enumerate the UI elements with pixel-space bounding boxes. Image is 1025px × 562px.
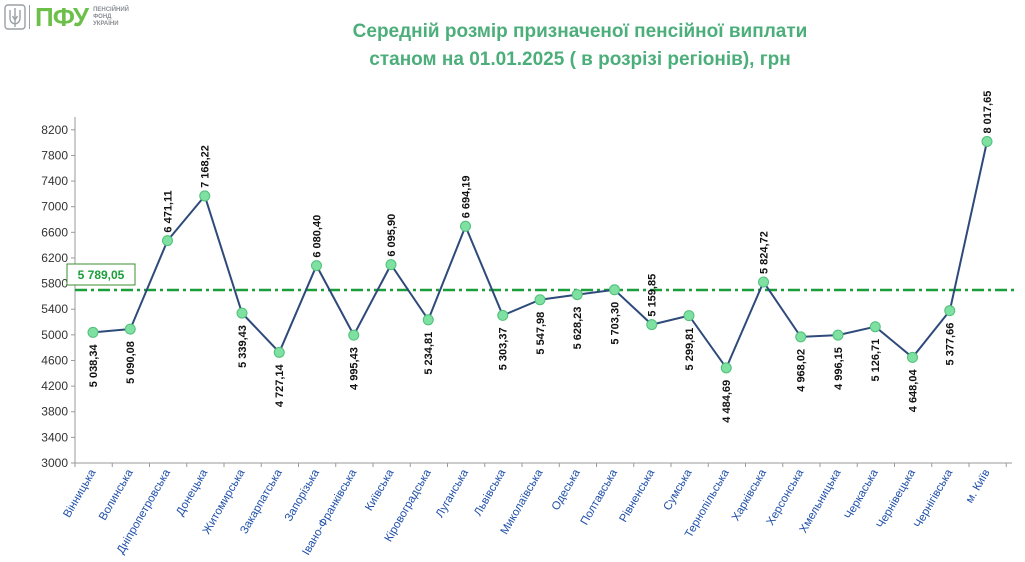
data-label: 5 703,30 <box>610 302 622 345</box>
y-tick-label: 7000 <box>41 200 68 214</box>
data-label: 4 648,04 <box>908 369 920 413</box>
x-tick-label: Київська <box>363 467 397 513</box>
x-tick-label: Сумська <box>662 467 695 513</box>
data-point <box>311 260 322 272</box>
x-tick-label: Чернівецька <box>875 467 919 531</box>
data-point <box>460 220 471 232</box>
y-tick-label: 5800 <box>41 277 68 291</box>
chart-title-line-2: станом на 01.01.2025 ( в розрізі регіоні… <box>369 49 791 70</box>
chart-title-line-1: Середній розмір призначеної пенсійної ви… <box>352 21 808 42</box>
data-label: 5 628,23 <box>572 307 584 350</box>
data-point <box>720 362 732 374</box>
data-point <box>199 190 211 202</box>
logo-subtitle-line: ПЕНСІЙНИЙ <box>93 6 129 13</box>
data-label: 6 471,11 <box>163 190 175 232</box>
data-point <box>646 319 658 331</box>
data-label: 6 694,19 <box>461 175 473 218</box>
logo-subtitle: ПЕНСІЙНИЙ ФОНД УКРАЇНИ <box>93 7 129 28</box>
data-label: 4 727,14 <box>274 363 286 407</box>
x-tick-label: Полтавська <box>579 467 621 527</box>
data-label: 5 090,08 <box>125 341 137 384</box>
data-label: 6 080,40 <box>312 215 324 258</box>
data-label: 4 484,69 <box>721 380 733 423</box>
x-tick-label: Луганська <box>434 467 471 520</box>
average-label: 5 789,05 <box>78 268 125 282</box>
data-point <box>869 321 881 333</box>
data-label: 5 234,81 <box>423 332 435 375</box>
data-point <box>832 329 844 341</box>
data-point <box>273 346 285 358</box>
x-tick-label: Херсонська <box>765 467 807 528</box>
x-tick-label: Львівська <box>472 467 508 518</box>
y-tick-label: 8200 <box>41 123 68 137</box>
x-tick-label: Харківська <box>730 467 769 523</box>
data-label: 4 968,02 <box>796 349 808 392</box>
data-point <box>497 309 509 321</box>
y-tick-label: 5400 <box>41 302 68 316</box>
data-point <box>758 276 769 288</box>
logo-subtitle-line: УКРАЇНИ <box>93 20 119 27</box>
data-label: 4 995,43 <box>349 347 361 390</box>
data-point <box>981 135 993 147</box>
x-tick-label: Чернігівська <box>912 467 955 530</box>
data-point <box>683 310 695 322</box>
data-point <box>236 307 248 319</box>
y-tick-label: 3000 <box>41 456 68 470</box>
data-label: 4 996,15 <box>833 347 845 390</box>
x-tick-label: Черкаська <box>843 467 881 522</box>
x-tick-label: Вінницька <box>61 467 98 520</box>
y-tick-label: 5000 <box>41 328 68 342</box>
logo: ПФУ ПЕНСІЙНИЙ ФОНД УКРАЇНИ <box>4 4 129 30</box>
x-tick-label: Донецька <box>174 467 210 518</box>
x-tick-label: Рівненська <box>618 467 658 524</box>
y-tick-label: 4600 <box>41 353 68 367</box>
data-label: 7 168,22 <box>200 145 212 188</box>
data-label: 5 303,37 <box>498 327 510 370</box>
average-label-box <box>66 263 136 286</box>
data-point <box>571 289 583 301</box>
data-label: 5 126,71 <box>870 339 882 382</box>
data-label: 5 159,85 <box>647 274 659 317</box>
data-point <box>422 314 434 326</box>
x-tick-label: м. Київ <box>964 468 993 506</box>
data-label: 5 547,98 <box>535 312 547 355</box>
data-point <box>609 284 620 296</box>
data-label: 6 095,90 <box>386 214 398 257</box>
data-point <box>385 259 397 271</box>
data-point <box>795 331 807 343</box>
data-point <box>162 235 173 247</box>
data-point <box>348 329 360 341</box>
data-point <box>124 323 136 335</box>
data-point <box>87 326 99 338</box>
y-tick-label: 4200 <box>41 379 68 393</box>
x-tick-label: Хмельницька <box>798 467 844 535</box>
logo-subtitle-line: ФОНД <box>93 13 112 20</box>
y-tick-label: 7800 <box>41 148 68 162</box>
data-label: 5 038,34 <box>88 344 100 388</box>
data-label: 5 377,66 <box>945 323 957 366</box>
x-tick-label: Запорізька <box>283 467 323 524</box>
logo-separator <box>29 5 30 29</box>
data-label: 5 339,43 <box>237 325 249 368</box>
y-tick-label: 3400 <box>41 430 68 444</box>
data-point <box>944 305 956 317</box>
y-tick-label: 6200 <box>41 251 68 265</box>
y-tick-label: 3800 <box>41 405 68 419</box>
data-point <box>534 294 546 306</box>
x-tick-label: Волинська <box>97 467 136 523</box>
data-label: 8 017,65 <box>982 91 994 134</box>
data-label: 5 299,81 <box>684 328 696 371</box>
logo-text: ПФУ <box>35 2 89 32</box>
data-label: 5 824,72 <box>759 231 771 274</box>
trident-icon <box>4 4 26 30</box>
data-point <box>907 351 918 363</box>
x-tick-label: Одеська <box>550 467 583 513</box>
y-tick-label: 7400 <box>41 174 68 188</box>
y-tick-label: 6600 <box>41 225 68 239</box>
